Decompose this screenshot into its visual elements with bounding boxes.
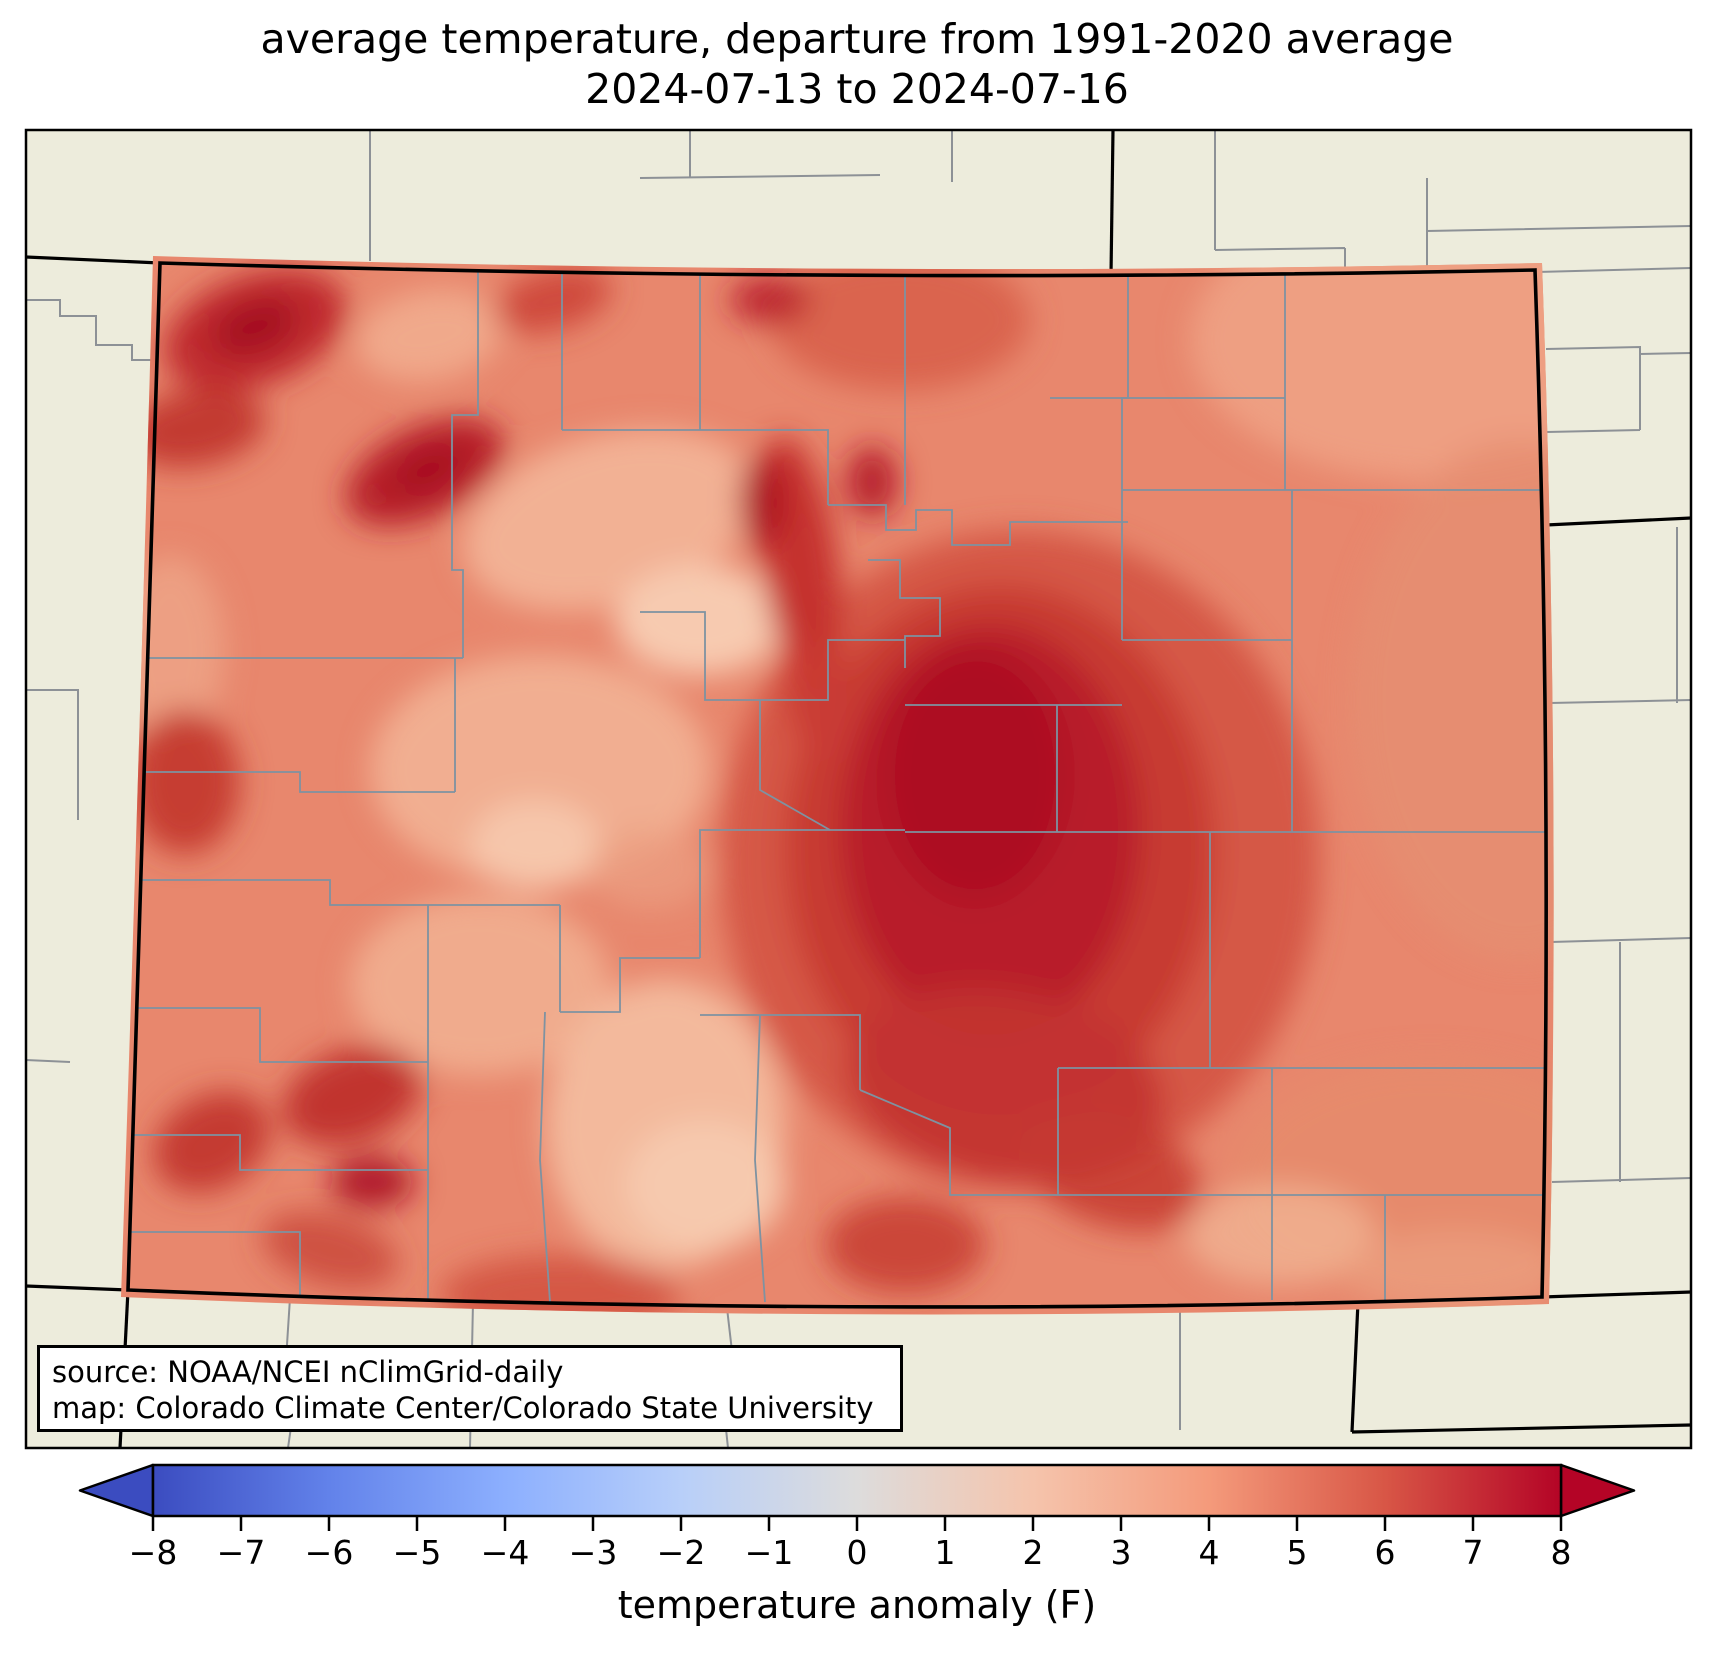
colorbar-tick-label: 3 — [1110, 1533, 1132, 1572]
colorbar-left-arrow — [78, 1463, 155, 1518]
source-box: source: NOAA/NCEI nClimGrid-daily map: C… — [37, 1345, 903, 1432]
colorbar-tick-label: 6 — [1374, 1533, 1396, 1572]
colorbar-tick-label: 7 — [1462, 1533, 1484, 1572]
colorbar-tick-label: −6 — [304, 1533, 354, 1572]
colorbar-tick-label: 5 — [1286, 1533, 1308, 1572]
chart-title: average temperature, departure from 1991… — [0, 14, 1714, 114]
colorbar-tick-label: −4 — [480, 1533, 530, 1572]
colorbar-right-arrow — [1559, 1463, 1636, 1518]
map-frame-border — [24, 128, 1693, 1450]
colorbar — [78, 1463, 1636, 1531]
colorbar-tick-label: −1 — [744, 1533, 794, 1572]
colorbar-tick-label: 1 — [934, 1533, 956, 1572]
source-line-1: source: NOAA/NCEI nClimGrid-daily — [52, 1355, 564, 1389]
colorbar-tick-label: −2 — [656, 1533, 706, 1572]
chart-title-line2: 2024-07-13 to 2024-07-16 — [585, 65, 1129, 113]
colorbar-label: temperature anomaly (F) — [617, 1583, 1097, 1627]
colorbar-tick-label: 2 — [1022, 1533, 1044, 1572]
colorbar-tick-label: 8 — [1550, 1533, 1572, 1572]
colorbar-tick-label: −7 — [216, 1533, 266, 1572]
colorbar-tick-label: 0 — [846, 1533, 868, 1572]
source-line-2: map: Colorado Climate Center/Colorado St… — [52, 1391, 874, 1425]
colorado-border — [126, 261, 1548, 1309]
colorado-county-lines — [128, 267, 1547, 1305]
colorbar-ticks — [151, 1516, 1563, 1531]
colorado-heatmap — [121, 256, 1554, 1315]
chart-title-line1: average temperature, departure from 1991… — [260, 15, 1454, 63]
colorbar-tick-label: 4 — [1198, 1533, 1220, 1572]
colorbar-tick-label: −8 — [128, 1533, 178, 1572]
colorbar-gradient — [151, 1463, 1563, 1518]
colorbar-tick-label: −3 — [568, 1533, 618, 1572]
colorbar-tick-label: −5 — [392, 1533, 442, 1572]
